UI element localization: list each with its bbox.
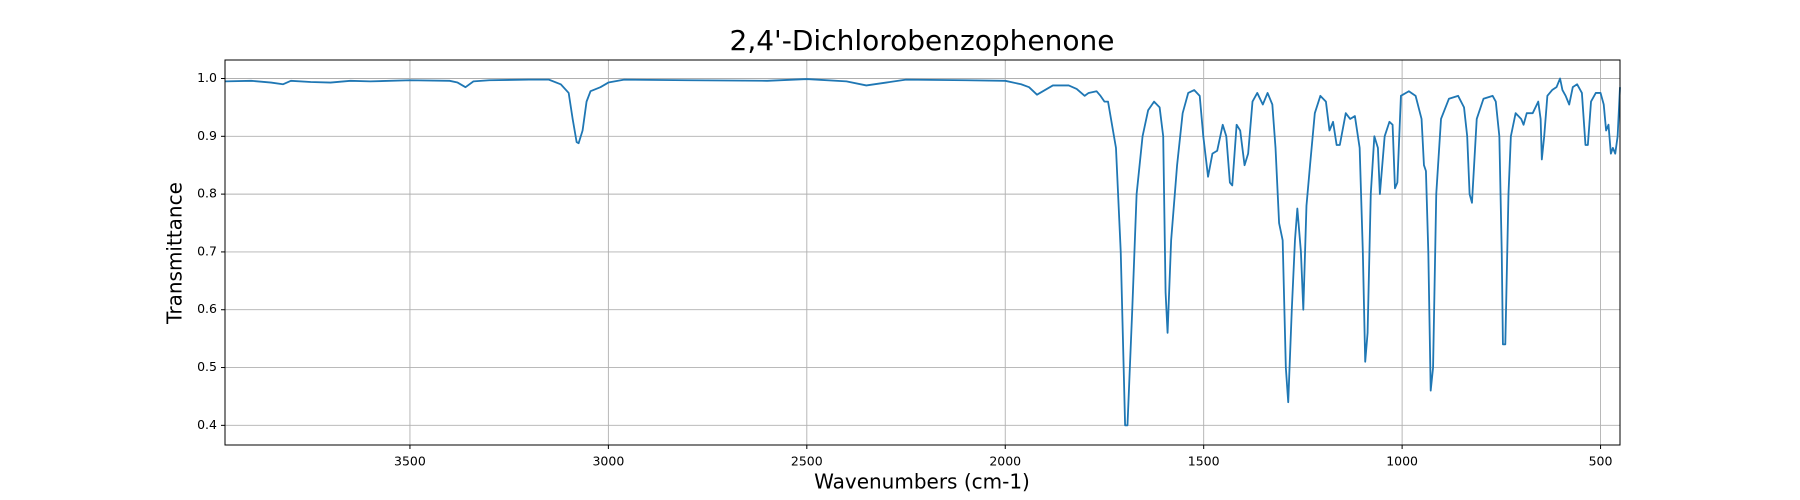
x-tick-label: 3500 [394, 454, 426, 469]
y-tick-label: 0.6 [197, 301, 217, 316]
x-axis-label: Wavenumbers (cm-1) [814, 470, 1030, 494]
x-tick-label: 3000 [592, 454, 624, 469]
y-tick-label: 0.4 [197, 417, 217, 432]
spectrum-line [224, 77, 1621, 427]
x-tick-label: 2000 [989, 454, 1021, 469]
y-tick-label: 1.0 [197, 70, 217, 85]
x-tick-label: 500 [1589, 454, 1613, 469]
x-tick-label: 1000 [1386, 454, 1418, 469]
y-tick-label: 0.8 [197, 186, 217, 201]
y-tick-label: 0.9 [197, 128, 217, 143]
y-axis-label: Transmittance [163, 182, 187, 325]
y-tick-label: 0.7 [197, 243, 217, 258]
y-tick-label: 0.5 [197, 359, 217, 374]
plot-frame [224, 59, 1621, 446]
x-tick-label: 1500 [1188, 454, 1220, 469]
chart-title: 2,4'-Dichlorobenzophenone [730, 24, 1115, 57]
x-tick-label: 2500 [791, 454, 823, 469]
